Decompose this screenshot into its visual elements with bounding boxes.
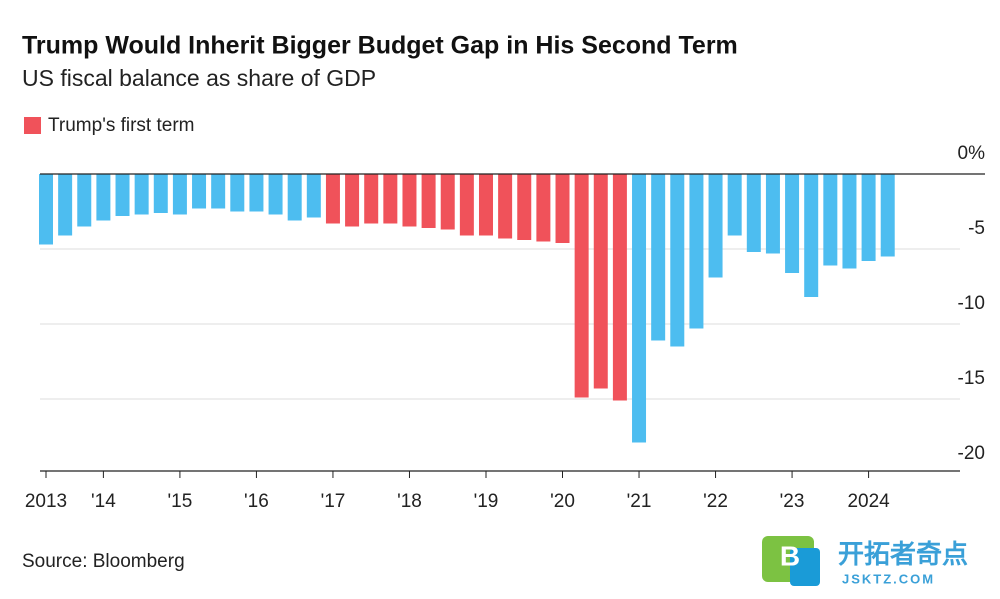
bar [517, 174, 532, 240]
bar [39, 174, 53, 245]
bar [211, 174, 226, 209]
bar [96, 174, 111, 221]
bar [861, 174, 876, 261]
bar [287, 174, 302, 221]
bar [421, 174, 436, 228]
x-tick-label: 2024 [847, 491, 890, 512]
chart-subtitle: US fiscal balance as share of GDP [22, 65, 376, 91]
source: Source: Bloomberg [22, 551, 185, 572]
bar [708, 174, 723, 278]
bar [134, 174, 149, 215]
bar [364, 174, 379, 224]
x-tick-label: 2013 [25, 491, 67, 512]
x-tick-label: '20 [550, 491, 575, 512]
x-tick-label: '17 [321, 491, 346, 512]
watermark-badge-back [790, 548, 820, 586]
bar [632, 174, 647, 443]
x-tick-label: '21 [627, 491, 652, 512]
bar [440, 174, 455, 230]
bar [689, 174, 704, 329]
bar [459, 174, 474, 236]
x-tick-label: '19 [474, 491, 499, 512]
bar [383, 174, 398, 224]
watermark: B 开拓者奇点 JSKTZ.COM [762, 536, 968, 586]
bar [765, 174, 780, 254]
bar [498, 174, 513, 239]
bar [230, 174, 245, 212]
bar [536, 174, 551, 242]
bar [785, 174, 800, 273]
bar [325, 174, 340, 224]
bar [823, 174, 838, 266]
x-tick-label: '18 [397, 491, 422, 512]
bar [58, 174, 73, 236]
watermark-url: JSKTZ.COM [842, 571, 935, 586]
bar [345, 174, 360, 227]
legend-label: Trump's first term [48, 115, 194, 136]
bar [172, 174, 187, 215]
bar [77, 174, 92, 227]
x-tick-label: '16 [244, 491, 269, 512]
bar [670, 174, 685, 347]
bar [268, 174, 283, 215]
bar [612, 174, 627, 401]
y-tick-label: -5 [968, 218, 985, 239]
bar [842, 174, 857, 269]
bar [593, 174, 608, 389]
bar [880, 174, 895, 257]
y-tick-label: -20 [958, 443, 985, 464]
x-tick-label: '14 [91, 491, 116, 512]
bar [402, 174, 417, 227]
bar [574, 174, 589, 398]
x-tick-label: '23 [780, 491, 805, 512]
bar [651, 174, 666, 341]
bar [249, 174, 264, 212]
legend-swatch [24, 117, 41, 134]
chart-title: Trump Would Inherit Bigger Budget Gap in… [22, 32, 738, 60]
bar [153, 174, 168, 213]
bar [478, 174, 493, 236]
bar [746, 174, 761, 252]
bar [804, 174, 819, 297]
x-tick-label: '22 [703, 491, 728, 512]
bar [306, 174, 321, 218]
watermark-name: 开拓者奇点 [838, 539, 968, 569]
x-tick-label: '15 [168, 491, 193, 512]
bar [727, 174, 742, 236]
bar [555, 174, 570, 243]
y-tick-label: -15 [958, 368, 985, 389]
watermark-badge-text: B [780, 540, 800, 571]
y-tick-label: -10 [958, 293, 985, 314]
y-tick-label: 0% [958, 143, 986, 164]
bar [192, 174, 207, 209]
bar [115, 174, 130, 216]
